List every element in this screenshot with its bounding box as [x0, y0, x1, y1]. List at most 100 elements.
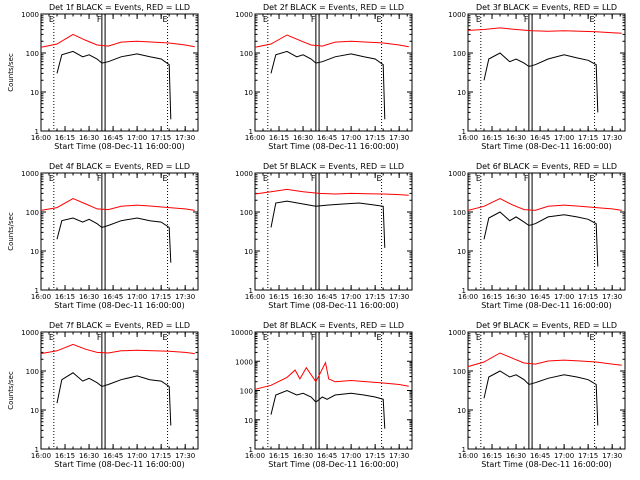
y-tick-label: 1	[462, 128, 466, 136]
detector-panel-1: Det 1f BLACK = Events, RED = LLD 1 10 100 10…	[7, 3, 199, 151]
x-tick-label: 16:45	[530, 452, 550, 460]
lld-series-line	[40, 343, 195, 355]
x-axis-label: Start Time (08-Dec-11 16:00:00)	[481, 301, 612, 310]
marker-label: E	[377, 333, 382, 342]
panel-title: Det 4f BLACK = Events, RED = LLD	[49, 162, 190, 171]
plot-frame	[254, 172, 413, 291]
y-tick-label: 10	[457, 407, 466, 415]
marker-label: E	[263, 15, 268, 24]
x-tick-label: 16:15	[482, 452, 502, 460]
panel-title: Det 5f BLACK = Events, RED = LLD	[263, 162, 404, 171]
marker-label: E	[377, 174, 382, 183]
y-tick-label: 100	[240, 388, 253, 396]
x-tick-label: 16:00	[245, 293, 265, 301]
y-tick-label: 100	[240, 209, 253, 217]
y-tick-label: 10	[30, 89, 39, 97]
x-tick-label: 17:15	[151, 293, 171, 301]
y-tick-label: 1	[35, 446, 39, 454]
x-tick-label: 17:30	[389, 293, 409, 301]
y-tick-label: 1000	[235, 358, 253, 366]
plot-frame	[467, 331, 626, 450]
x-axis-label: Start Time (08-Dec-11 16:00:00)	[268, 460, 399, 469]
x-tick-label: 17:00	[341, 452, 361, 460]
x-tick-label: 17:00	[554, 293, 574, 301]
events-series-line	[483, 370, 599, 426]
detector-panel-6: Det 6f BLACK = Events, RED = LLD 1 10 100 10…	[448, 162, 626, 310]
x-tick-label: 17:30	[175, 134, 195, 142]
marker-label: E	[590, 15, 595, 24]
x-tick-label: 16:30	[506, 452, 526, 460]
lld-series-line	[254, 34, 409, 48]
marker-label: F	[311, 333, 316, 342]
marker-label: E	[590, 333, 595, 342]
events-series-line	[56, 50, 172, 120]
y-tick-label: 10	[457, 89, 466, 97]
marker-label: E	[590, 174, 595, 183]
detector-panel-4: Det 4f BLACK = Events, RED = LLD 1 10 100 10…	[7, 162, 199, 310]
y-tick-label: 1000	[235, 11, 253, 19]
marker-label: F	[97, 333, 102, 342]
y-tick-label: 1	[35, 128, 39, 136]
y-tick-label: 1000	[21, 170, 39, 178]
marker-label: F	[97, 174, 102, 183]
x-tick-label: 16:15	[482, 293, 502, 301]
marker-label: F	[311, 15, 316, 24]
lld-series-line	[40, 198, 195, 211]
y-tick-label: 100	[240, 50, 253, 58]
y-tick-label: 1000	[448, 170, 466, 178]
panel-title: Det 1f BLACK = Events, RED = LLD	[49, 3, 190, 12]
events-series-line	[483, 52, 599, 113]
y-axis-label: Counts/sec	[7, 371, 15, 410]
x-tick-label: 17:15	[365, 452, 385, 460]
y-tick-label: 1	[35, 287, 39, 295]
x-tick-label: 16:00	[31, 293, 51, 301]
x-tick-label: 16:45	[317, 293, 337, 301]
y-tick-label: 100	[453, 209, 466, 217]
events-series-line	[270, 389, 386, 429]
plot-frame	[40, 331, 199, 450]
marker-label: E	[163, 333, 168, 342]
lld-series-line	[254, 361, 409, 390]
x-axis-label: Start Time (08-Dec-11 16:00:00)	[54, 460, 185, 469]
x-tick-label: 16:30	[79, 452, 99, 460]
marker-label: E	[476, 174, 481, 183]
panel-title: Det 2f BLACK = Events, RED = LLD	[263, 3, 404, 12]
x-tick-label: 16:15	[269, 134, 289, 142]
x-tick-label: 16:00	[245, 452, 265, 460]
y-tick-label: 10	[244, 89, 253, 97]
marker-label: E	[49, 15, 54, 24]
x-tick-label: 16:00	[458, 452, 478, 460]
plot-frame	[40, 13, 199, 132]
detector-panel-5: Det 5f BLACK = Events, RED = LLD 1 10 100 10…	[235, 162, 413, 310]
marker-label: E	[476, 333, 481, 342]
x-tick-label: 17:15	[578, 134, 598, 142]
x-tick-label: 16:45	[530, 293, 550, 301]
marker-label: E	[163, 174, 168, 183]
marker-label: F	[97, 15, 102, 24]
y-tick-label: 1	[462, 287, 466, 295]
x-axis-label: Start Time (08-Dec-11 16:00:00)	[268, 142, 399, 151]
x-tick-label: 17:15	[578, 452, 598, 460]
x-tick-label: 16:30	[506, 293, 526, 301]
x-tick-label: 17:00	[341, 293, 361, 301]
events-series-line	[56, 217, 172, 263]
events-series-line	[483, 211, 599, 267]
y-tick-label: 100	[453, 368, 466, 376]
x-tick-label: 17:30	[602, 134, 622, 142]
marker-label: F	[524, 333, 529, 342]
marker-label: E	[49, 333, 54, 342]
plot-frame	[40, 172, 199, 291]
x-tick-label: 16:30	[293, 134, 313, 142]
y-axis-label: Counts/sec	[7, 212, 15, 251]
x-tick-label: 16:45	[103, 452, 123, 460]
x-tick-label: 16:15	[55, 293, 75, 301]
x-tick-label: 16:00	[458, 293, 478, 301]
x-tick-label: 16:30	[79, 134, 99, 142]
x-tick-label: 16:45	[317, 452, 337, 460]
x-tick-label: 17:00	[554, 134, 574, 142]
y-tick-label: 100	[26, 209, 39, 217]
panel-title: Det 3f BLACK = Events, RED = LLD	[476, 3, 617, 12]
marker-label: F	[524, 174, 529, 183]
y-tick-label: 1	[249, 446, 253, 454]
